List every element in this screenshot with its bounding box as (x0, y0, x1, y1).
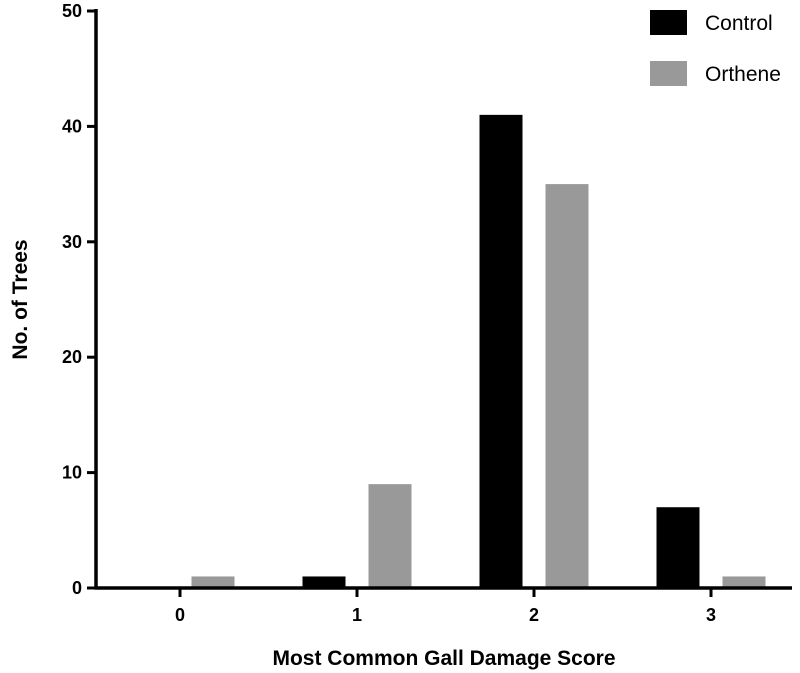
y-tick-label-20: 20 (62, 347, 82, 367)
bar-orthene-1 (368, 484, 412, 588)
x-axis-title: Most Common Gall Damage Score (272, 647, 615, 670)
y-tick-label-40: 40 (62, 116, 82, 136)
legend: Control Orthene (650, 10, 781, 86)
x-tick-label-0: 0 (175, 605, 185, 625)
y-tick-label-30: 30 (62, 232, 82, 252)
legend-swatch-control (650, 10, 687, 35)
bar-orthene-3 (722, 576, 766, 588)
y-tick-label-50: 50 (62, 1, 82, 21)
bar-control-1 (302, 576, 346, 588)
y-tick-label-0: 0 (72, 578, 82, 598)
legend-swatch-orthene (650, 61, 687, 86)
x-tick-label-3: 3 (706, 605, 716, 625)
legend-label-control: Control (705, 12, 773, 35)
bar-control-3 (656, 507, 700, 588)
y-axis-title: No. of Trees (9, 239, 32, 359)
bar-control-2 (479, 114, 523, 589)
axes-group: 0 10 20 30 40 50 0 1 2 3 (62, 1, 792, 625)
bars-group (191, 114, 766, 589)
x-tick-label-1: 1 (352, 605, 362, 625)
x-tick-label-2: 2 (529, 605, 539, 625)
y-tick-label-10: 10 (62, 463, 82, 483)
legend-label-orthene: Orthene (705, 63, 781, 86)
bar-orthene-2 (545, 184, 589, 588)
bar-orthene-0 (191, 576, 235, 588)
